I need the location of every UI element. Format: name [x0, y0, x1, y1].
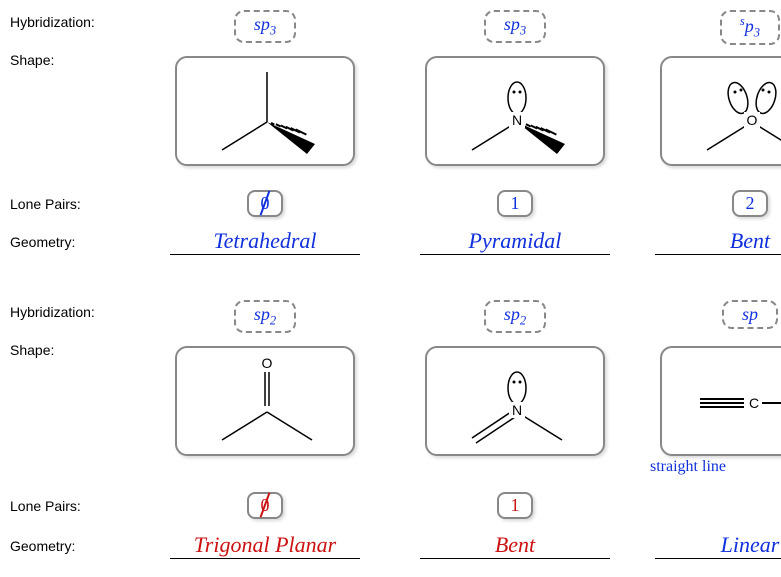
- lone-pairs-value: 2: [746, 193, 755, 213]
- geometry-value: Linear: [655, 534, 781, 559]
- shape-cell: C: [645, 340, 781, 456]
- shape-diagram: [175, 56, 355, 166]
- svg-text:O: O: [747, 112, 758, 128]
- label-hybridization: Hybridization:: [10, 304, 95, 320]
- hybridization-box: sp2: [484, 300, 546, 333]
- hybridization-value: sp2: [254, 304, 276, 324]
- lone-pairs-box: 1: [497, 190, 533, 217]
- label-shape: Shape:: [10, 342, 54, 358]
- lone-pairs-cell: 0: [160, 492, 370, 519]
- lone-pairs-box: 1: [497, 492, 533, 519]
- hybridization-cell: sp3: [160, 10, 370, 43]
- lone-pairs-box: 0: [247, 492, 283, 519]
- geometry-cell: Bent: [645, 228, 781, 255]
- hybridization-box: sp2: [234, 300, 296, 333]
- label-geometry: Geometry:: [10, 538, 75, 554]
- geometry-cell: Trigonal Planar: [160, 532, 370, 559]
- lone-pairs-cell: 1: [410, 190, 620, 217]
- shape-diagram: C: [660, 346, 781, 456]
- shape-cell: [160, 50, 370, 166]
- hybridization-cell: sp2: [410, 300, 620, 333]
- hybridization-cell: sp3: [645, 10, 781, 45]
- shape-cell: O: [160, 340, 370, 456]
- lone-pairs-box: 2: [732, 190, 768, 217]
- hybridization-box: sp3: [484, 10, 546, 43]
- hybridization-value: sp3: [740, 16, 760, 36]
- label-geometry: Geometry:: [10, 234, 75, 250]
- lone-pairs-box: 0: [247, 190, 283, 217]
- hybridization-cell: sp: [645, 300, 781, 329]
- svg-text:N: N: [512, 112, 522, 128]
- label-hybridization: Hybridization:: [10, 14, 95, 30]
- hybridization-box: sp: [722, 300, 778, 329]
- lone-pairs-value: 1: [511, 495, 520, 515]
- hybridization-cell: sp3: [410, 10, 620, 43]
- lone-pairs-cell: 2: [645, 190, 781, 217]
- geometry-value: Bent: [655, 230, 781, 255]
- hybridization-cell: sp2: [160, 300, 370, 333]
- geometry-value: Trigonal Planar: [170, 534, 360, 559]
- geometry-cell: Pyramidal: [410, 228, 620, 255]
- lone-pairs-cell: 0: [160, 190, 370, 217]
- hybridization-box: sp3: [234, 10, 296, 43]
- geometry-cell: Bent: [410, 532, 620, 559]
- svg-text:C: C: [749, 395, 759, 411]
- geometry-cell: Linear: [645, 532, 781, 559]
- annotation-note: straight line: [650, 458, 726, 476]
- lone-pairs-cell: 1: [410, 492, 620, 519]
- svg-text:O: O: [262, 355, 273, 371]
- shape-cell: O: [645, 50, 781, 166]
- shape-diagram: N: [425, 346, 605, 456]
- shape-diagram: O: [175, 346, 355, 456]
- geometry-cell: Tetrahedral: [160, 228, 370, 255]
- label-lone-pairs: Lone Pairs:: [10, 196, 81, 212]
- svg-text:N: N: [512, 402, 522, 418]
- label-lone-pairs: Lone Pairs:: [10, 498, 81, 514]
- geometry-value: Pyramidal: [420, 230, 610, 255]
- shape-cell: N: [410, 50, 620, 166]
- lone-pairs-value: 1: [511, 193, 520, 213]
- hybridization-box: sp3: [720, 10, 780, 45]
- geometry-value: Tetrahedral: [170, 230, 360, 255]
- shape-diagram: N: [425, 56, 605, 166]
- hybridization-value: sp3: [254, 14, 276, 34]
- hybridization-value: sp2: [504, 304, 526, 324]
- shape-cell: N: [410, 340, 620, 456]
- hybridization-value: sp: [742, 304, 758, 324]
- shape-diagram: O: [660, 56, 781, 166]
- hybridization-value: sp3: [504, 14, 526, 34]
- geometry-value: Bent: [420, 534, 610, 559]
- label-shape: Shape:: [10, 52, 54, 68]
